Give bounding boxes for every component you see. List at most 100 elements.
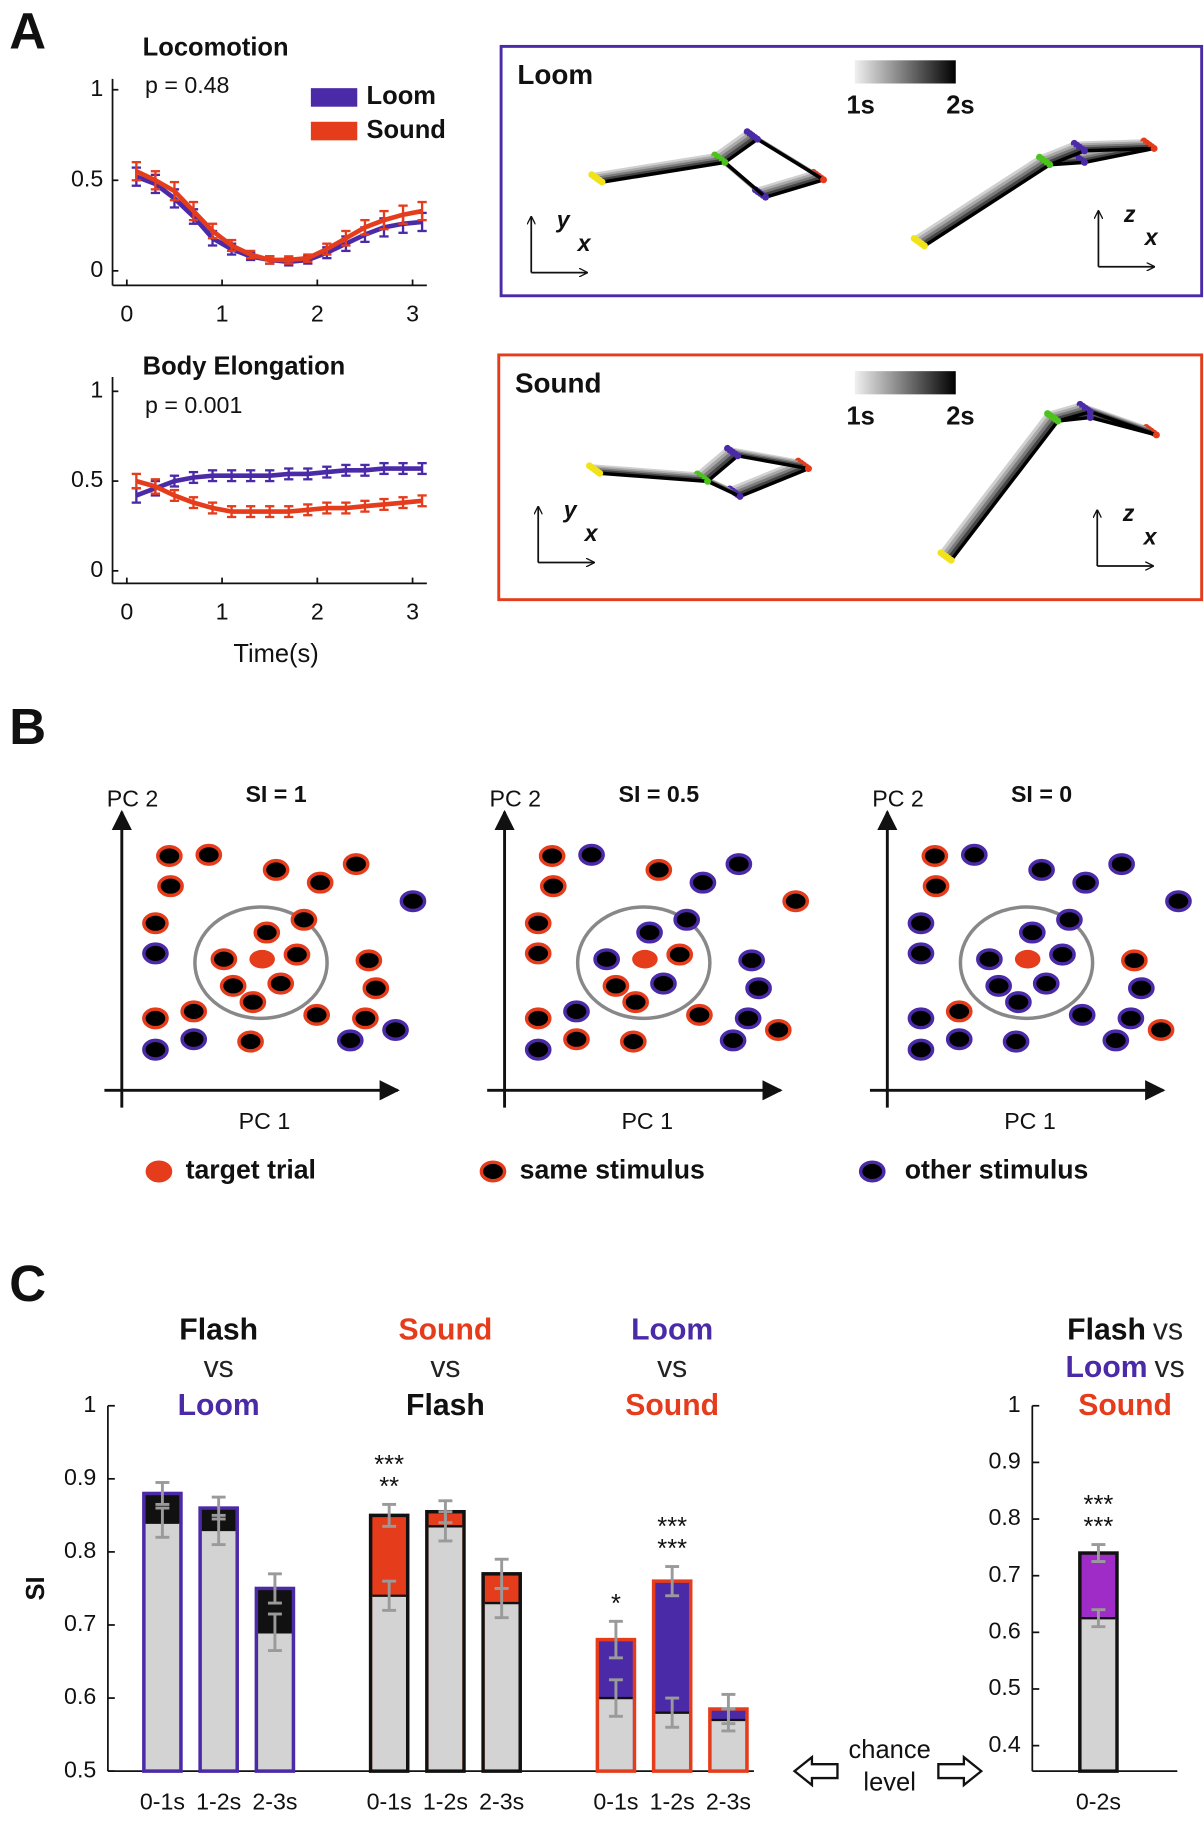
trial-dot [945, 1000, 973, 1023]
group-title-word: Loom [178, 1389, 260, 1422]
joint [1081, 158, 1088, 166]
trial-dot [262, 858, 290, 881]
series-line [135, 174, 423, 265]
x-tick-label: 2-3s [252, 1789, 297, 1815]
trial-dot [1165, 890, 1192, 913]
x-tick-label: 0-2s [1076, 1789, 1121, 1815]
x-tick-label: 1 [216, 599, 229, 625]
legend-label: same stimulus [520, 1155, 705, 1185]
joint [820, 176, 828, 184]
skeleton [739, 466, 810, 499]
trial-dot [636, 921, 663, 944]
x-tick-label: 0 [120, 301, 133, 327]
skeleton [723, 161, 767, 199]
y-tick-label: 0.8 [64, 1537, 96, 1563]
skeleton [1049, 149, 1086, 167]
legend-label: Loom [367, 82, 436, 110]
joint [753, 135, 761, 143]
skeleton [1079, 143, 1150, 149]
legend-swatch [310, 88, 358, 107]
trial-dot [142, 1038, 169, 1061]
trial-dot [907, 1038, 935, 1061]
pc-label: PC 1 [621, 1108, 673, 1134]
group-title: Flash [406, 1389, 485, 1422]
y-tick-label: 0.9 [988, 1448, 1020, 1474]
group-title-word: vs [1155, 1351, 1185, 1384]
trial-dot [764, 1018, 792, 1041]
legend-dot [858, 1160, 886, 1183]
trial-dot [1005, 991, 1032, 1014]
significance: ** [379, 1473, 399, 1501]
trial-dot [290, 908, 318, 931]
chance-arrow [937, 1754, 984, 1788]
trial-dot [622, 991, 649, 1014]
significance: *** [657, 1535, 687, 1563]
group-title-word: Flash [1067, 1314, 1146, 1347]
pc-label: PC 2 [107, 785, 159, 811]
group-title-word: Loom [1066, 1351, 1148, 1384]
neighborhood [958, 905, 1095, 1021]
skeleton [696, 447, 729, 476]
skeleton [918, 159, 1046, 244]
x-tick-label: 0-1s [140, 1789, 185, 1815]
joint [947, 556, 955, 564]
chance-label: level [863, 1769, 915, 1797]
x-tick-label: 1 [216, 301, 229, 327]
y-tick-label: 0.5 [71, 165, 103, 191]
trial-dot [352, 1007, 379, 1030]
joint [804, 465, 812, 473]
x-tick-label: 3 [406, 301, 419, 327]
skeleton [594, 155, 718, 179]
trial-dot [1018, 921, 1046, 944]
trial-dot [539, 875, 567, 898]
trial-dot [1032, 972, 1060, 995]
skeleton [920, 161, 1049, 246]
joint [1086, 414, 1094, 422]
joint [1054, 417, 1062, 425]
x-tick-label: 2-3s [706, 1789, 751, 1815]
neighborhood [575, 905, 712, 1021]
trial-dot [362, 977, 390, 1000]
joint [1081, 147, 1088, 155]
trial-dot [355, 949, 383, 972]
chart-title: Locomotion [143, 33, 289, 61]
trial-dot [1002, 1030, 1030, 1053]
group-title-word: vs [204, 1351, 234, 1384]
skeleton [765, 178, 825, 199]
skeleton [757, 172, 817, 194]
panel-label: B [9, 698, 46, 755]
skeleton [706, 479, 741, 499]
trial-dot [673, 908, 701, 931]
chart-title: Body Elongation [143, 352, 346, 380]
trial-dot [922, 875, 950, 898]
y-tick-label: 1 [1008, 1391, 1021, 1417]
joint [596, 469, 604, 477]
legend-swatch [310, 121, 358, 141]
si-title: SI = 0 [1011, 781, 1072, 807]
trial-dot [1072, 871, 1100, 894]
trial-dot [342, 853, 370, 876]
trial-dot [976, 948, 1003, 971]
trial-dot [907, 942, 935, 965]
axis-letter: x [1143, 224, 1159, 250]
trajectory-title: Sound [515, 367, 602, 398]
group-title: Sound [1078, 1389, 1172, 1422]
group-title-word: Sound [1078, 1389, 1172, 1422]
trial-dot [306, 871, 334, 894]
trial-dot [921, 844, 949, 868]
skeleton [913, 155, 1041, 240]
skeleton [1084, 146, 1155, 165]
group-title: vs [657, 1351, 687, 1384]
x-tick-label: 1-2s [196, 1789, 241, 1815]
x-tick-label: 0 [120, 599, 133, 625]
joint [736, 492, 744, 500]
axis-letter: y [556, 207, 571, 233]
trial-dot [907, 912, 935, 935]
skeleton [1057, 415, 1091, 423]
skeleton [698, 448, 732, 478]
skeleton [923, 163, 1051, 248]
trial-dot [689, 871, 717, 894]
skeleton [1049, 160, 1085, 167]
bar-baseline [428, 1526, 463, 1770]
y-tick-label: 0.5 [64, 1756, 96, 1782]
